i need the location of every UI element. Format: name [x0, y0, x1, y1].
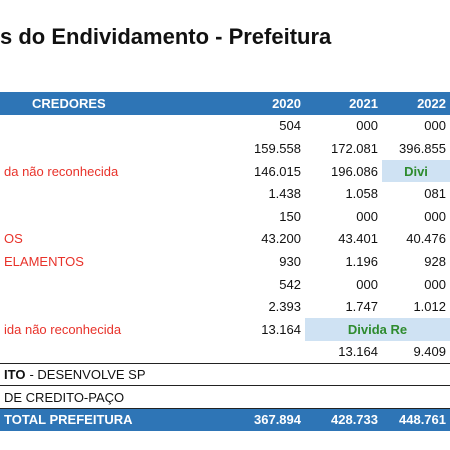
- cell: [0, 115, 237, 138]
- cell: 1.438: [268, 186, 301, 202]
- cell: [0, 295, 237, 318]
- cell: TOTAL PREFEITURA: [0, 408, 237, 431]
- cell: 9.409: [413, 344, 446, 360]
- cell: ELAMENTOS: [4, 253, 84, 269]
- cell: 396.855: [399, 140, 446, 156]
- data-row: 542 000 000: [0, 273, 450, 296]
- cell: 2022: [382, 92, 450, 115]
- total-row: TOTAL PREFEITURA 367.894 428.733 448.761: [0, 408, 450, 431]
- cell: 1.058: [345, 186, 378, 202]
- title: s do Endividamento - Prefeitura: [0, 24, 332, 49]
- cell: [237, 341, 305, 364]
- cell: 2021: [305, 92, 382, 115]
- data-row: 13.164 9.409: [0, 341, 450, 364]
- data-row: 1.438 1.058 081: [0, 182, 450, 205]
- cell: OS: [4, 231, 23, 247]
- cell: 1.747: [345, 299, 378, 315]
- cell: 081: [424, 186, 446, 202]
- cell: 930: [279, 253, 301, 269]
- cell: 40.476: [406, 231, 446, 247]
- data-row: 150 000 000: [0, 205, 450, 228]
- cell: 504: [279, 118, 301, 134]
- data-row: 504 000 000: [0, 115, 450, 138]
- cell: 367.894: [237, 408, 305, 431]
- cell: 1.196: [345, 253, 378, 269]
- data-row: OS 43.200 43.401 40.476: [0, 228, 450, 251]
- note-cell: DE CREDITO-PAÇO: [0, 385, 450, 409]
- cell: ida não reconhecida: [4, 321, 122, 337]
- cell: 172.081: [331, 140, 378, 156]
- cell: 428.733: [305, 408, 382, 431]
- cell: 150: [279, 208, 301, 224]
- cell: 542: [279, 276, 301, 292]
- data-row: da não reconhecida 146.015 196.086 Divi: [0, 159, 450, 183]
- note-cell: ITO - DESENVOLVE SP: [0, 362, 450, 386]
- cell: 000: [356, 208, 378, 224]
- cell: 146.015: [254, 163, 301, 179]
- cell: 000: [424, 276, 446, 292]
- note-text: - DESENVOLVE SP: [29, 366, 146, 382]
- cell: 448.761: [382, 408, 450, 431]
- cell: 43.200: [261, 231, 301, 247]
- data-row: ELAMENTOS 930 1.196 928: [0, 250, 450, 273]
- cell: 928: [424, 253, 446, 269]
- cell: 13.164: [261, 321, 301, 337]
- cell: 2020: [237, 92, 305, 115]
- cell: 1.012: [413, 299, 446, 315]
- note-row: DE CREDITO-PAÇO: [0, 385, 450, 409]
- cell: 2.393: [268, 299, 301, 315]
- cell: CREDORES: [0, 92, 237, 115]
- cell: 13.164: [338, 344, 378, 360]
- cell: Divi: [382, 159, 450, 183]
- cell: [0, 182, 237, 205]
- cell: 000: [424, 118, 446, 134]
- cell: 43.401: [338, 231, 378, 247]
- note-text: DE CREDITO-PAÇO: [4, 389, 125, 405]
- cell: [0, 341, 237, 364]
- cell: [0, 273, 237, 296]
- data-row: 159.558 172.081 396.855: [0, 137, 450, 160]
- cell: 000: [424, 208, 446, 224]
- cell: 000: [356, 118, 378, 134]
- debt-table: CREDORES 2020 2021 2022 504 000 000 159.558 172.…: [0, 92, 450, 431]
- cell: 159.558: [254, 140, 301, 156]
- cell: 196.086: [331, 163, 378, 179]
- header-row: CREDORES 2020 2021 2022: [0, 92, 450, 115]
- cell: 000: [356, 276, 378, 292]
- note-row: ITO - DESENVOLVE SP: [0, 362, 450, 386]
- cell: da não reconhecida: [4, 163, 119, 179]
- data-row: ida não reconhecida 13.164 Divida Re: [0, 317, 450, 341]
- cell: [0, 137, 237, 160]
- cell: Divida Re: [305, 317, 450, 341]
- note-bold: ITO: [4, 366, 26, 382]
- cell: [0, 205, 237, 228]
- data-row: 2.393 1.747 1.012: [0, 295, 450, 318]
